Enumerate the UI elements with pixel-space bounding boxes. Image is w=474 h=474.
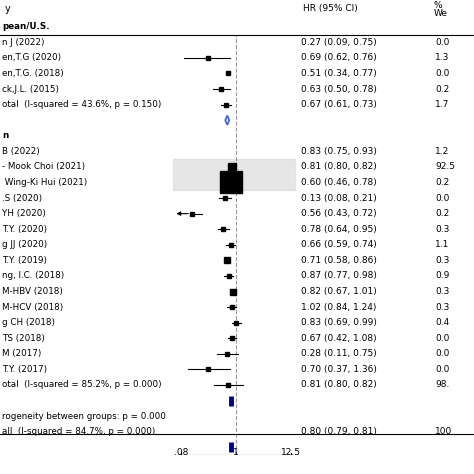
Text: 0.9: 0.9 [435, 272, 449, 281]
Text: 92.5: 92.5 [435, 163, 455, 172]
Text: 1.2: 1.2 [435, 147, 449, 156]
Text: 0.0: 0.0 [435, 349, 449, 358]
Text: 1: 1 [233, 448, 239, 457]
Text: 100: 100 [435, 427, 452, 436]
Text: 0.2: 0.2 [435, 178, 449, 187]
Text: 0.2: 0.2 [435, 84, 449, 93]
Text: 0.69 (0.62, 0.76): 0.69 (0.62, 0.76) [301, 54, 377, 63]
Text: n J (2022): n J (2022) [2, 38, 45, 47]
Text: rogeneity between groups: p = 0.000: rogeneity between groups: p = 0.000 [2, 411, 166, 420]
Text: g JJ (2020): g JJ (2020) [2, 240, 47, 249]
Text: HR (95% CI): HR (95% CI) [303, 4, 358, 13]
Text: 0.4: 0.4 [435, 318, 449, 327]
Text: 0.67 (0.42, 1.08): 0.67 (0.42, 1.08) [301, 334, 377, 343]
Text: 0.0: 0.0 [435, 334, 449, 343]
Text: 0.63 (0.50, 0.78): 0.63 (0.50, 0.78) [301, 84, 377, 93]
Text: We: We [434, 9, 448, 18]
Text: 1.1: 1.1 [435, 240, 449, 249]
Text: 12.5: 12.5 [281, 448, 301, 457]
Text: 0.81 (0.80, 0.82): 0.81 (0.80, 0.82) [301, 381, 377, 390]
Text: T.Y. (2017): T.Y. (2017) [2, 365, 47, 374]
Text: 0.78 (0.64, 0.95): 0.78 (0.64, 0.95) [301, 225, 377, 234]
Text: 0.80 (0.79, 0.81): 0.80 (0.79, 0.81) [301, 427, 377, 436]
Text: 0.0: 0.0 [435, 193, 449, 202]
Text: 0.3: 0.3 [435, 225, 449, 234]
Text: 0.2: 0.2 [435, 209, 449, 218]
Text: en,T.G. (2018): en,T.G. (2018) [2, 69, 64, 78]
Text: y: y [5, 4, 10, 14]
Text: YH (2020): YH (2020) [2, 209, 46, 218]
Text: 0.3: 0.3 [435, 302, 449, 311]
Text: 0.13 (0.08, 0.21): 0.13 (0.08, 0.21) [301, 193, 377, 202]
Text: B (2022): B (2022) [2, 147, 40, 156]
Text: 0.60 (0.46, 0.78): 0.60 (0.46, 0.78) [301, 178, 377, 187]
Text: otal  (I-squared = 43.6%, p = 0.150): otal (I-squared = 43.6%, p = 0.150) [2, 100, 162, 109]
Text: 1.3: 1.3 [435, 54, 449, 63]
Text: 0.71 (0.58, 0.86): 0.71 (0.58, 0.86) [301, 256, 377, 265]
Text: 0.81 (0.80, 0.82): 0.81 (0.80, 0.82) [301, 163, 377, 172]
Text: pean/U.S.: pean/U.S. [2, 22, 50, 31]
Text: 0.83 (0.75, 0.93): 0.83 (0.75, 0.93) [301, 147, 377, 156]
Text: M-HCV (2018): M-HCV (2018) [2, 302, 64, 311]
Text: 0.67 (0.61, 0.73): 0.67 (0.61, 0.73) [301, 100, 377, 109]
Text: n: n [2, 131, 9, 140]
Text: TS (2018): TS (2018) [2, 334, 45, 343]
Text: 0.3: 0.3 [435, 287, 449, 296]
Text: Wing-Ki Hui (2021): Wing-Ki Hui (2021) [2, 178, 88, 187]
Text: 0.28 (0.11, 0.75): 0.28 (0.11, 0.75) [301, 349, 377, 358]
Text: 0.27 (0.09, 0.75): 0.27 (0.09, 0.75) [301, 38, 377, 47]
Text: 0.82 (0.67, 1.01): 0.82 (0.67, 1.01) [301, 287, 377, 296]
Text: 0.0: 0.0 [435, 38, 449, 47]
Text: 0.70 (0.37, 1.36): 0.70 (0.37, 1.36) [301, 365, 377, 374]
Text: all  (I-squared = 84.7%, p = 0.000): all (I-squared = 84.7%, p = 0.000) [2, 427, 156, 436]
Text: M-HBV (2018): M-HBV (2018) [2, 287, 63, 296]
Text: ng, I.C. (2018): ng, I.C. (2018) [2, 272, 64, 281]
Text: %: % [434, 1, 442, 10]
Text: 1.7: 1.7 [435, 100, 449, 109]
Text: ck,J.L. (2015): ck,J.L. (2015) [2, 84, 59, 93]
Text: 0.3: 0.3 [435, 256, 449, 265]
Text: 0.51 (0.34, 0.77): 0.51 (0.34, 0.77) [301, 69, 377, 78]
Text: - Mook Choi (2021): - Mook Choi (2021) [2, 163, 85, 172]
Text: T.Y. (2019): T.Y. (2019) [2, 256, 47, 265]
Text: 0.56 (0.43, 0.72): 0.56 (0.43, 0.72) [301, 209, 377, 218]
Text: 0.0: 0.0 [435, 69, 449, 78]
Text: .08: .08 [174, 448, 188, 457]
Text: g CH (2018): g CH (2018) [2, 318, 55, 327]
Text: 0.87 (0.77, 0.98): 0.87 (0.77, 0.98) [301, 272, 377, 281]
Text: T.Y. (2020): T.Y. (2020) [2, 225, 47, 234]
Text: 1.02 (0.84, 1.24): 1.02 (0.84, 1.24) [301, 302, 376, 311]
Bar [173, 159, 296, 190]
Text: 0.66 (0.59, 0.74): 0.66 (0.59, 0.74) [301, 240, 377, 249]
Text: otal  (I-squared = 85.2%, p = 0.000): otal (I-squared = 85.2%, p = 0.000) [2, 381, 162, 390]
Text: 98.: 98. [435, 381, 449, 390]
Text: 0.83 (0.69, 0.99): 0.83 (0.69, 0.99) [301, 318, 377, 327]
Text: en,T.G (2020): en,T.G (2020) [2, 54, 62, 63]
Text: .S (2020): .S (2020) [2, 193, 43, 202]
Text: 0.0: 0.0 [435, 365, 449, 374]
Text: M (2017): M (2017) [2, 349, 42, 358]
